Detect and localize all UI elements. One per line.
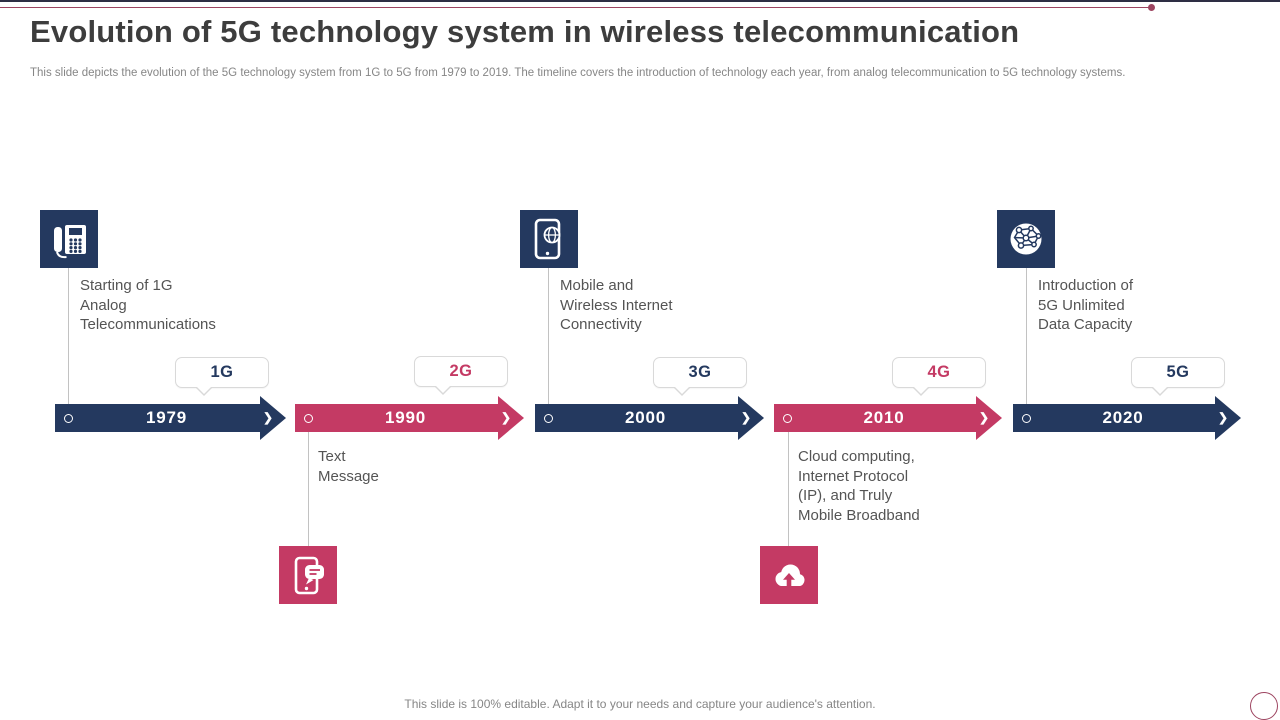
arrow-chevron-icon: ❯ [262,410,273,425]
footer-note: This slide is 100% editable. Adapt it to… [404,697,876,711]
generation-tag: 1G [175,357,269,396]
generation-tag: 3G [653,357,747,396]
year-label: 1990 [384,408,427,427]
year-label: 2010 [863,408,905,427]
year-label: 1979 [145,408,188,427]
top-border-line [0,0,1280,2]
connector-line [308,432,309,546]
milestone-description: Starting of 1G Analog Telecommunications [80,277,216,333]
network-sphere-icon [997,210,1055,268]
generation-label: 4G [927,363,951,381]
node-marker [783,413,792,423]
milestone-description: Text Message [318,448,379,485]
year-label: 2020 [1102,408,1144,427]
accent-line [0,7,1150,8]
timeline-arrow-2000: 2000 ❯ [535,396,764,440]
corner-ring [1250,692,1278,720]
generation-label: 3G [688,363,712,381]
generation-label: 1G [210,363,234,381]
phone-message-icon [279,546,337,604]
arrow-head [260,396,286,440]
timeline-arrow-2020: 2020 ❯ [1013,396,1241,440]
arrow-bar: 2000 ❯ [535,404,751,432]
milestone-description: Introduction of 5G Unlimited Data Capaci… [1038,277,1134,333]
milestone-description: Cloud computing, Internet Protocol (IP),… [798,448,920,524]
generation-label: 5G [1166,363,1190,381]
arrow-head [976,396,1002,440]
timeline-arrow-1979: 1979 ❯ [55,396,286,440]
accent-dot [1148,4,1155,11]
arrow-bar: 1990 ❯ [295,404,511,432]
arrow-head [498,396,524,440]
arrow-bar: 1979 ❯ [55,404,273,432]
connector-line [68,268,69,414]
generation-tag: 5G [1131,357,1225,396]
connector-line [548,268,549,414]
connector-line [788,432,789,546]
node-marker [1022,413,1031,423]
milestone-description: Mobile and Wireless Internet Connectivit… [560,277,673,333]
arrow-bar: 2020 ❯ [1013,404,1228,432]
phone-globe-icon [520,210,578,268]
timeline-arrow-1990: 1990 ❯ [295,396,524,440]
arrow-head [738,396,764,440]
arrow-chevron-icon: ❯ [500,410,511,425]
page-title: Evolution of 5G technology system in wir… [30,14,1020,49]
desk-phone-icon [40,210,98,268]
node-marker [304,413,313,423]
arrow-bar: 2010 ❯ [774,404,989,432]
generation-tag: 2G [414,356,508,395]
connector-line [1026,268,1027,414]
arrow-head [1215,396,1241,440]
generation-tag: 4G [892,357,986,396]
generation-label: 2G [449,362,473,380]
slide-subtitle: This slide depicts the evolution of the … [30,67,1126,79]
arrow-chevron-icon: ❯ [978,410,989,425]
arrow-chevron-icon: ❯ [740,410,751,425]
node-marker [64,413,73,423]
node-marker [544,413,553,423]
timeline-arrow-2010: 2010 ❯ [774,396,1002,440]
cloud-upload-icon [760,546,818,604]
arrow-chevron-icon: ❯ [1217,410,1228,425]
year-label: 2000 [624,408,667,427]
